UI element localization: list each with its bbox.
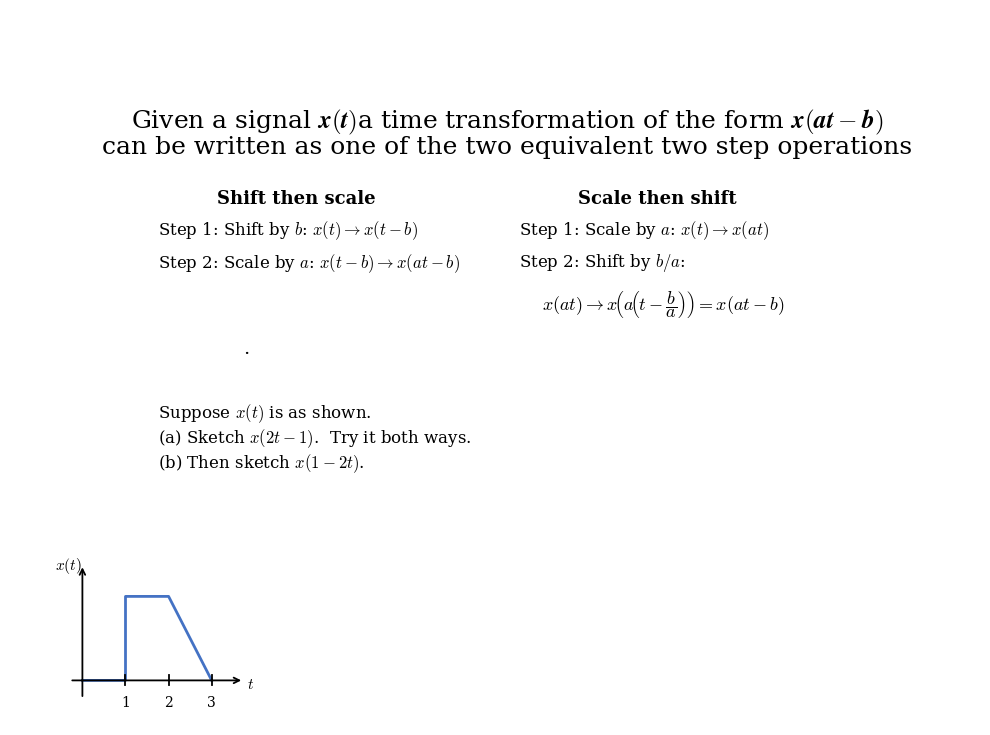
Text: $x(at) \rightarrow x\!\left(a\!\left(t-\dfrac{b}{a}\right)\right) = x(at-b)$: $x(at) \rightarrow x\!\left(a\!\left(t-\… xyxy=(542,289,784,320)
Text: Step 1: Shift by $b$: $x(t) \rightarrow x(t-b)$: Step 1: Shift by $b$: $x(t) \rightarrow … xyxy=(158,220,418,243)
Text: $t$: $t$ xyxy=(248,678,254,692)
Text: 2: 2 xyxy=(164,695,173,709)
Text: (b) Then sketch $x(1-2t)$.: (b) Then sketch $x(1-2t)$. xyxy=(158,453,365,476)
Text: Scale then shift: Scale then shift xyxy=(578,190,737,208)
Text: 1: 1 xyxy=(121,695,130,709)
Text: (a) Sketch $x(2t-1)$.  Try it both ways.: (a) Sketch $x(2t-1)$. Try it both ways. xyxy=(158,428,471,451)
Text: Step 2: Scale by $a$: $x(t-b) \rightarrow x(at-b)$: Step 2: Scale by $a$: $x(t-b) \rightarro… xyxy=(158,252,460,275)
Text: Suppose $x(t)$ is as shown.: Suppose $x(t)$ is as shown. xyxy=(158,402,372,425)
Text: .: . xyxy=(243,340,248,358)
Text: $x(t)$: $x(t)$ xyxy=(54,556,81,576)
Text: Shift then scale: Shift then scale xyxy=(217,190,375,208)
Text: 3: 3 xyxy=(207,695,216,709)
Text: Given a signal $\boldsymbol{x(t)}$a time transformation of the form $\boldsymbol: Given a signal $\boldsymbol{x(t)}$a time… xyxy=(132,108,883,137)
Text: Step 2: Shift by $b/a$:: Step 2: Shift by $b/a$: xyxy=(519,252,685,274)
Text: can be written as one of the two equivalent two step operations: can be written as one of the two equival… xyxy=(102,136,913,159)
Text: Step 1: Scale by $a$: $x(t) \rightarrow x(at)$: Step 1: Scale by $a$: $x(t) \rightarrow … xyxy=(519,220,769,243)
